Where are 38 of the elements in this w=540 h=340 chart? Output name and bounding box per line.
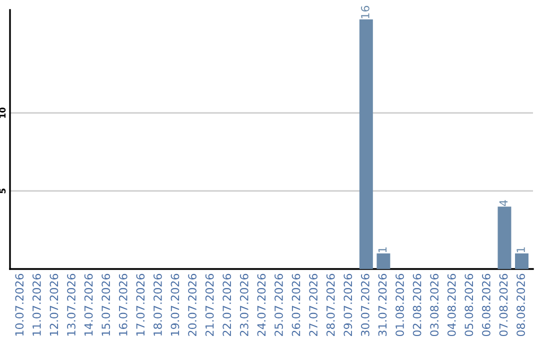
x-tick-label: 19.07.2026 — [170, 274, 180, 336]
x-tick-label: 18.07.2026 — [154, 274, 162, 336]
x-tick-label: 10.07.2026 — [15, 274, 24, 336]
x-tick-label: 22.07.2026 — [222, 274, 232, 336]
x-tick-label: 08.08.2026 — [516, 274, 525, 336]
x-tick-label: 15.07.2026 — [102, 274, 110, 336]
x-tick-label: 21.07.2026 — [205, 274, 214, 336]
x-tick-label: 03.08.2026 — [430, 274, 439, 336]
x-tick-label: 07.08.2026 — [499, 274, 508, 336]
x-tick-label: 23.07.2026 — [240, 274, 248, 336]
x-tick-label: 30.07.2026 — [360, 274, 370, 336]
x-tick-label: 11.07.2026 — [32, 274, 41, 336]
x-tick-label: 13.07.2026 — [67, 274, 76, 336]
x-tick-label: 04.08.2026 — [447, 274, 456, 336]
bar — [359, 19, 373, 269]
x-tick-label: 06.08.2026 — [482, 274, 490, 336]
x-tick-label: 27.07.2026 — [309, 274, 318, 336]
x-tick-label: 29.07.2026 — [344, 274, 352, 336]
x-tick-label: 02.08.2026 — [412, 274, 422, 336]
x-tick-label: 28.07.2026 — [326, 274, 335, 336]
x-tick-label: 01.08.2026 — [396, 274, 404, 336]
x-tick-label: 25.07.2026 — [274, 274, 283, 336]
bar — [515, 253, 529, 269]
data-label: 16 — [360, 6, 370, 18]
x-tick-label: 14.07.2026 — [84, 274, 93, 336]
x-tick-label: 20.07.2026 — [188, 274, 196, 336]
x-tick-label: 05.08.2026 — [464, 274, 474, 336]
data-label: 1 — [378, 247, 387, 252]
x-tick-label: 16.07.2026 — [118, 274, 128, 336]
data-label: 4 — [499, 200, 508, 206]
x-tick-label: 31.07.2026 — [378, 274, 387, 336]
bar — [498, 206, 512, 269]
bar — [376, 253, 390, 269]
x-tick-label: 17.07.2026 — [136, 274, 145, 336]
x-tick-label: 24.07.2026 — [257, 274, 266, 336]
x-tick-label: 26.07.2026 — [292, 274, 300, 336]
data-label: 1 — [516, 247, 525, 252]
x-tick-label: 12.07.2026 — [50, 274, 58, 336]
